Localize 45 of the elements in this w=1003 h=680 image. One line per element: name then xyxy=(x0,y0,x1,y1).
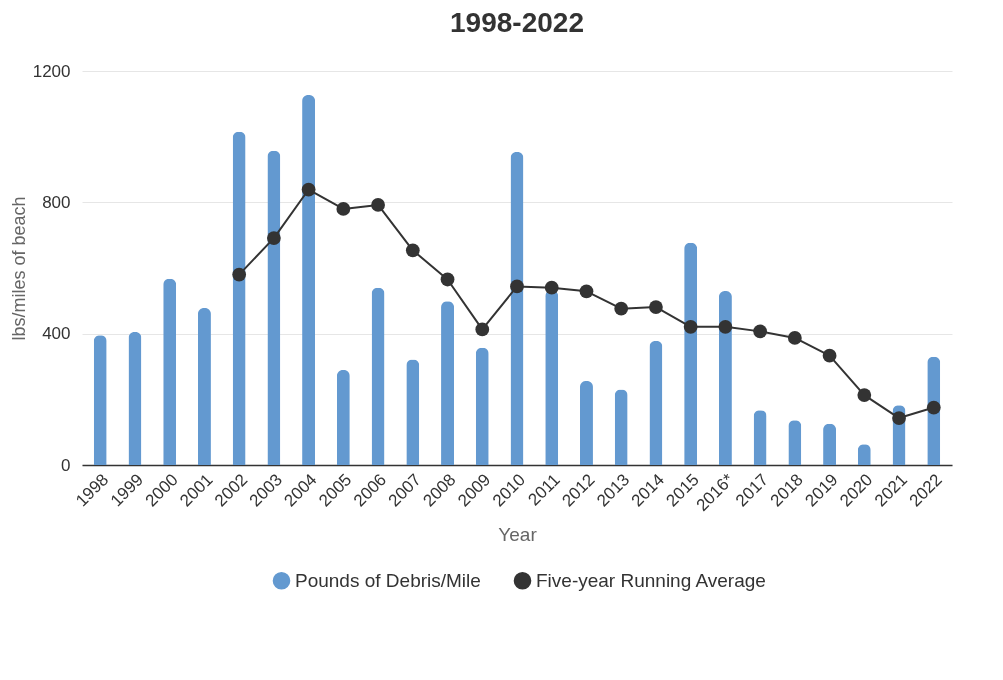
point xyxy=(787,331,802,345)
point xyxy=(614,301,629,316)
point xyxy=(475,322,490,337)
point xyxy=(266,231,281,245)
y-tick-label: 400 xyxy=(42,324,71,344)
bar xyxy=(406,359,420,465)
point xyxy=(405,243,420,258)
y-tick-label: 800 xyxy=(42,192,71,212)
point xyxy=(753,324,768,339)
legend-label: Pounds of Debris/Mile xyxy=(295,569,481,591)
point xyxy=(336,202,351,216)
point xyxy=(892,411,906,425)
bar xyxy=(371,287,385,465)
point xyxy=(301,182,316,197)
bar xyxy=(614,389,628,465)
bar xyxy=(267,150,281,465)
bar xyxy=(93,335,107,465)
point xyxy=(683,319,698,334)
y-tick-label: 0 xyxy=(61,455,71,475)
point xyxy=(718,319,733,334)
y-axis-title: lbs/miles of beach xyxy=(8,196,29,341)
legend-label: Five-year Running Average xyxy=(536,569,766,591)
bar xyxy=(649,340,663,465)
bar xyxy=(128,332,142,465)
bar xyxy=(510,152,524,465)
bar xyxy=(475,347,489,465)
chart-title: 1998-2022 xyxy=(450,7,584,38)
point xyxy=(232,267,247,282)
bar xyxy=(336,370,350,465)
point xyxy=(371,198,385,212)
point xyxy=(440,272,455,287)
bar xyxy=(197,308,211,465)
point xyxy=(510,279,524,294)
point xyxy=(857,388,872,402)
bar xyxy=(545,290,559,465)
point xyxy=(649,300,663,314)
point xyxy=(822,348,837,363)
point xyxy=(544,280,559,295)
point xyxy=(926,400,941,415)
bar xyxy=(579,380,593,465)
y-tick-label: 1200 xyxy=(32,61,71,81)
point xyxy=(579,284,594,299)
bar xyxy=(441,301,455,465)
bar xyxy=(163,278,177,465)
x-axis-title: Year xyxy=(498,524,538,546)
